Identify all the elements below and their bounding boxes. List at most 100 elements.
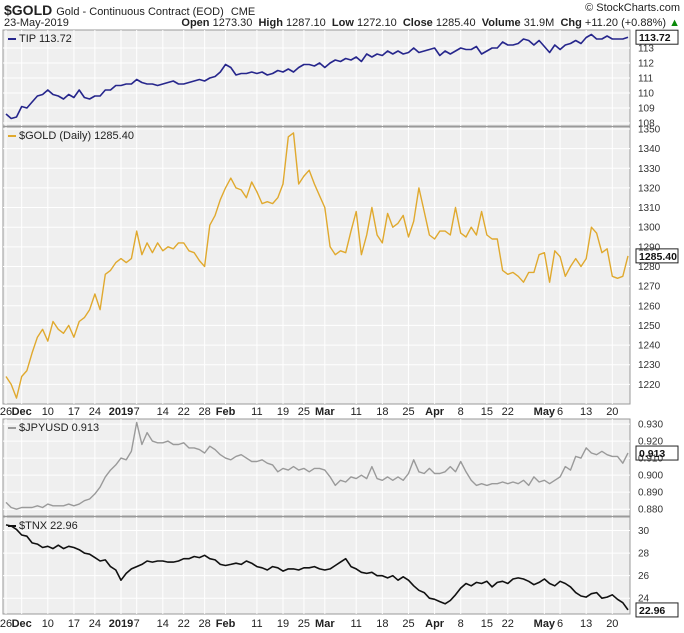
- chg-label: Chg: [560, 17, 582, 29]
- x-tick-label-lower: 22: [502, 618, 514, 630]
- x-tick-label-lower: 13: [580, 618, 592, 630]
- tnx-panel: [2, 516, 679, 618]
- gold-y-tick-label: 1230: [638, 360, 661, 371]
- x-tick-label-lower: 7: [134, 618, 140, 630]
- x-tick-label-upper: May: [534, 406, 556, 418]
- tnx-last-value-box: [635, 602, 679, 618]
- x-tick-label-lower: 25: [298, 618, 310, 630]
- chart-header: $GOLD Gold - Continuous Contract (EOD) CM…: [4, 2, 680, 18]
- x-tick-label-lower: 26: [0, 618, 12, 630]
- high-value: 1287.10: [286, 17, 326, 29]
- tnx-y-tick-label: 26: [638, 571, 650, 582]
- up-arrow-icon: ▲: [669, 17, 680, 29]
- gold-y-tick-label: 1300: [638, 223, 661, 234]
- open-value: 1273.30: [212, 17, 253, 29]
- high-label: High: [258, 17, 283, 29]
- x-tick-label-lower: 6: [557, 618, 563, 630]
- x-tick-label-upper: 28: [198, 406, 210, 418]
- gold-panel: [2, 126, 679, 405]
- gold-last-value-box: [635, 248, 679, 264]
- gold-y-tick-label: 1290: [638, 242, 661, 253]
- x-tick-label-upper: 24: [89, 406, 101, 418]
- x-tick-label-upper: 25: [298, 406, 310, 418]
- tip-panel: [2, 29, 679, 127]
- quote-values: Open 1273.30 High 1287.10 Low 1272.10 Cl…: [181, 17, 680, 29]
- open-label: Open: [181, 17, 210, 29]
- gold-y-tick-label: 1330: [638, 164, 661, 175]
- x-tick-label-lower: 19: [277, 618, 289, 630]
- watermark: © StockCharts.com: [585, 2, 680, 14]
- x-tick-label-upper: 15: [481, 406, 493, 418]
- x-tick-label-upper: 2019: [109, 406, 133, 418]
- tnx-series-line: [5, 524, 629, 611]
- jpyusd-y-tick-label: 0.930: [638, 420, 663, 431]
- x-tick-label-lower: 10: [42, 618, 54, 630]
- jpyusd-plot-area: [2, 418, 631, 517]
- x-tick-label-upper: Dec: [12, 406, 32, 418]
- x-tick-label-upper: Feb: [216, 406, 236, 418]
- x-tick-label-lower: 2019: [109, 618, 133, 630]
- jpyusd-y-tick-label: 0.900: [638, 471, 663, 482]
- x-tick-label-lower: 22: [178, 618, 190, 630]
- x-tick-label-upper: 17: [68, 406, 80, 418]
- tnx-plot-area: [2, 516, 631, 615]
- tnx-legend-label: $TNX 22.96: [19, 520, 78, 532]
- tnx-y-tick-label: 30: [638, 526, 650, 537]
- gold-plot-area: [2, 126, 631, 405]
- gold-y-tick-label: 1340: [638, 144, 661, 155]
- quote-bar: 23-May-2019 Open 1273.30 High 1287.10 Lo…: [4, 17, 680, 31]
- x-tick-label-upper: 22: [502, 406, 514, 418]
- x-tick-label-lower: 15: [481, 618, 493, 630]
- x-tick-label-lower: 18: [376, 618, 388, 630]
- x-tick-label-upper: 7: [134, 406, 140, 418]
- close-value: 1285.40: [435, 17, 476, 29]
- x-tick-label-lower: 25: [402, 618, 414, 630]
- x-tick-label-upper: 14: [157, 406, 169, 418]
- jpyusd-last-value-label: 0.913: [639, 448, 665, 460]
- tip-last-value-box: [635, 29, 679, 45]
- date-label: 23-May-2019: [4, 17, 69, 29]
- x-tick-label-lower: Apr: [425, 618, 445, 630]
- x-tick-label-lower: Mar: [315, 618, 335, 630]
- x-tick-label-lower: Dec: [12, 618, 32, 630]
- x-tick-label-upper: 25: [402, 406, 414, 418]
- gold-y-tick-label: 1310: [638, 203, 661, 214]
- tip-y-tick-label: 113: [638, 44, 654, 55]
- gold-y-tick-label: 1270: [638, 282, 661, 293]
- x-tick-label-lower: May: [534, 618, 556, 630]
- tip-y-tick-label: 111: [638, 74, 654, 85]
- gold-y-tick-label: 1260: [638, 301, 661, 312]
- gold-last-value-label: 1285.40: [639, 251, 677, 263]
- tip-y-tick-label: 110: [638, 89, 654, 100]
- x-tick-label-lower: 8: [458, 618, 464, 630]
- x-tick-label-upper: 10: [42, 406, 54, 418]
- x-tick-label-upper: 13: [580, 406, 592, 418]
- x-tick-label-lower: 11: [350, 618, 361, 630]
- tip-last-value-label: 113.72: [639, 32, 671, 44]
- x-tick-label-upper: 11: [350, 406, 361, 418]
- x-tick-label-upper: 18: [376, 406, 388, 418]
- jpyusd-y-tick-label: 0.880: [638, 505, 663, 516]
- jpyusd-last-value-box: [635, 445, 679, 461]
- x-tick-label-lower: 20: [606, 618, 618, 630]
- x-tick-label-upper: 8: [458, 406, 464, 418]
- x-tick-label-lower: 11: [251, 618, 262, 630]
- x-tick-label-lower: 28: [198, 618, 210, 630]
- x-tick-label-upper: 11: [251, 406, 262, 418]
- tip-legend-label: TIP 113.72: [19, 33, 72, 45]
- jpyusd-y-tick-label: 0.920: [638, 437, 663, 448]
- jpyusd-y-tick-label: 0.890: [638, 488, 663, 499]
- gold-series-line: [5, 132, 629, 399]
- exchange-label: CME: [230, 6, 256, 18]
- x-tick-label-lower: 14: [157, 618, 169, 630]
- x-tick-label-upper: 26: [0, 406, 12, 418]
- symbol-description: Gold - Continuous Contract (EOD): [56, 6, 224, 18]
- x-tick-label-upper: 20: [606, 406, 618, 418]
- jpyusd-legend-label: $JPYUSD 0.913: [19, 422, 99, 434]
- close-label: Close: [402, 17, 433, 29]
- gold-y-tick-label: 1320: [638, 183, 661, 194]
- x-tick-label-upper: 22: [178, 406, 190, 418]
- gold-legend-label: $GOLD (Daily) 1285.40: [19, 130, 134, 142]
- x-tick-label-upper: Apr: [425, 406, 445, 418]
